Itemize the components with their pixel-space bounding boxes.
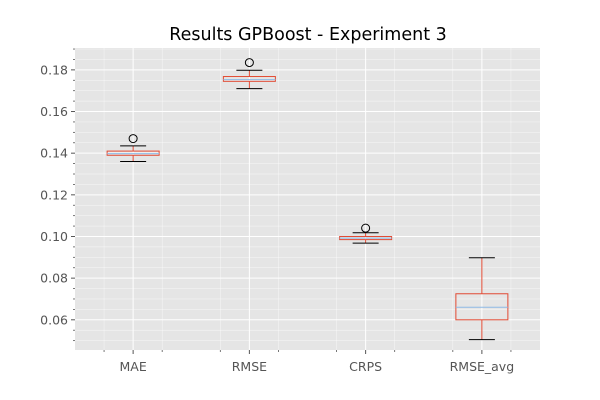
box-crps [339,223,393,244]
x-tick-label: CRPS [349,359,382,374]
box-rmse-avg [455,257,509,341]
outlier-point [128,134,138,144]
y-tick-label: 0.12 [40,187,68,202]
chart-title: Results GPBoost - Experiment 3 [169,25,447,45]
outlier-point [361,223,371,233]
box-mae [106,134,160,163]
y-tick-label: 0.08 [40,271,68,286]
boxes [106,58,509,341]
axis-ticks: 0.06 0.08 0.10 0.12 0.14 0.16 0.18 MAE RMSE CRPS R… [40,48,515,374]
grid-lines [75,48,540,350]
x-tick-label: RMSE_avg [450,359,515,374]
box-iqr [455,293,509,321]
outlier-point [244,58,254,68]
y-tick-label: 0.06 [40,312,68,327]
y-tick-label: 0.18 [40,62,68,77]
plot-area [75,48,540,350]
y-tick-label: 0.14 [40,146,68,161]
x-tick-label: RMSE [232,359,267,374]
box-iqr [222,76,276,82]
y-tick-label: 0.16 [40,104,68,119]
x-tick-label: MAE [120,359,147,374]
box-rmse [222,58,276,90]
y-tick-label: 0.10 [40,229,68,244]
